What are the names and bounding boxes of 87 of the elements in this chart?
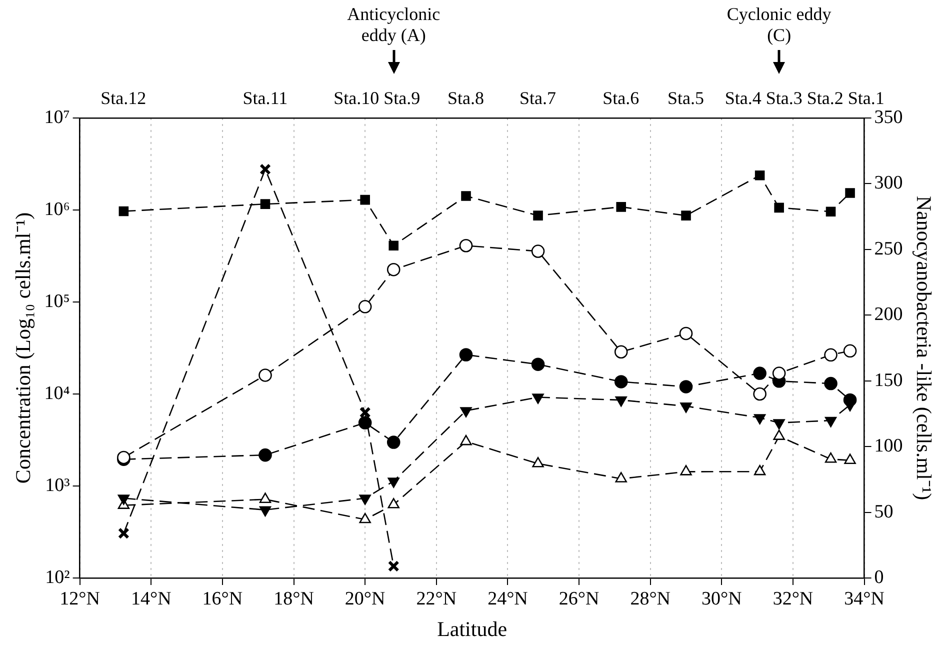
y-axis-title: Concentration (Log₁₀ cells.ml⁻¹) <box>11 212 36 484</box>
y2-axis-title: Nanocyanobacteria -like (cells.ml⁻¹) <box>912 196 936 500</box>
point <box>359 512 371 524</box>
point <box>360 194 370 205</box>
x-tick-label: 24°N <box>488 588 528 610</box>
x-tick-label: 26°N <box>558 588 600 610</box>
point <box>772 366 786 380</box>
point <box>753 387 766 401</box>
point <box>386 436 400 449</box>
point <box>679 380 693 394</box>
point <box>259 492 272 503</box>
point <box>843 393 857 407</box>
text: Sta.7 <box>520 88 556 109</box>
y2-tick-label: 250 <box>874 238 903 260</box>
y2-tick-label: 350 <box>874 106 903 128</box>
x-tick-label: 14°N <box>130 588 172 610</box>
point <box>258 448 272 462</box>
annotation: Anticyclonic eddy (A) <box>346 4 442 46</box>
point <box>844 454 856 464</box>
annotation: Cyclonic eddy (C) <box>726 4 832 46</box>
y-tick-label: 10³ <box>45 474 70 496</box>
x-tick-label: 12°N <box>60 588 100 610</box>
text: Sta.2 <box>806 88 844 109</box>
point <box>754 464 766 476</box>
x-tick-label: 30°N <box>702 588 742 610</box>
y-tick-label: 10⁷ <box>44 106 70 128</box>
y-tick-label: 10⁶ <box>44 198 70 220</box>
x-tick-label: 18°N <box>274 588 314 610</box>
point <box>773 430 785 440</box>
text: Sta.8 <box>448 88 484 109</box>
point <box>843 344 857 358</box>
point <box>461 191 471 201</box>
y2-tick-label: 50 <box>874 501 894 522</box>
point <box>681 210 691 220</box>
point <box>258 368 272 382</box>
point <box>533 210 543 220</box>
text: Sta.1 <box>848 88 884 109</box>
text: Sta.9 <box>384 88 420 109</box>
y-tick-label: 10⁵ <box>44 290 70 312</box>
text: Sta.3 <box>766 88 802 109</box>
point <box>824 452 837 463</box>
point <box>774 202 784 213</box>
text: Sta.11 <box>242 88 288 109</box>
point <box>826 206 836 217</box>
point <box>388 498 400 508</box>
point <box>614 375 628 388</box>
x-tick-label: 34°N <box>844 588 885 610</box>
text: Sta.5 <box>668 88 704 109</box>
point <box>531 358 545 372</box>
point <box>358 300 372 314</box>
point <box>615 472 627 482</box>
y2-tick-label: 100 <box>874 436 903 457</box>
point <box>616 202 626 212</box>
point <box>260 199 270 209</box>
y2-tick-label: 150 <box>874 370 903 391</box>
y2-tick-label: 0 <box>874 566 884 588</box>
x-axis-title: Latitude <box>437 616 508 641</box>
x-tick-label: 22°N <box>416 588 457 610</box>
point <box>531 244 545 258</box>
text: Sta.6 <box>602 88 640 109</box>
point <box>460 434 472 446</box>
point <box>680 465 692 476</box>
text: Sta.12 <box>100 88 146 109</box>
point <box>753 366 766 380</box>
x-tick-label: 20°N <box>344 588 386 610</box>
point <box>679 326 693 340</box>
y2-tick-label: 300 <box>874 172 903 194</box>
point <box>358 416 372 430</box>
point <box>824 348 838 362</box>
x-tick-label: 16°N <box>202 588 243 610</box>
point <box>532 456 544 468</box>
point <box>459 348 473 362</box>
point <box>386 262 400 276</box>
y2-tick-label: 200 <box>874 304 903 326</box>
text: Sta.10 <box>334 88 380 109</box>
point <box>118 206 129 216</box>
point <box>388 240 399 251</box>
y-tick-label: 10⁴ <box>44 382 70 404</box>
x-tick-label: 28°N <box>630 588 671 610</box>
point <box>845 188 855 198</box>
x-tick-label: 32°N <box>772 588 814 610</box>
point <box>459 238 473 252</box>
y-tick-label: 10² <box>45 566 70 588</box>
point <box>824 376 838 390</box>
point <box>614 345 628 359</box>
text: Sta.4 <box>724 88 762 109</box>
point <box>754 170 765 180</box>
